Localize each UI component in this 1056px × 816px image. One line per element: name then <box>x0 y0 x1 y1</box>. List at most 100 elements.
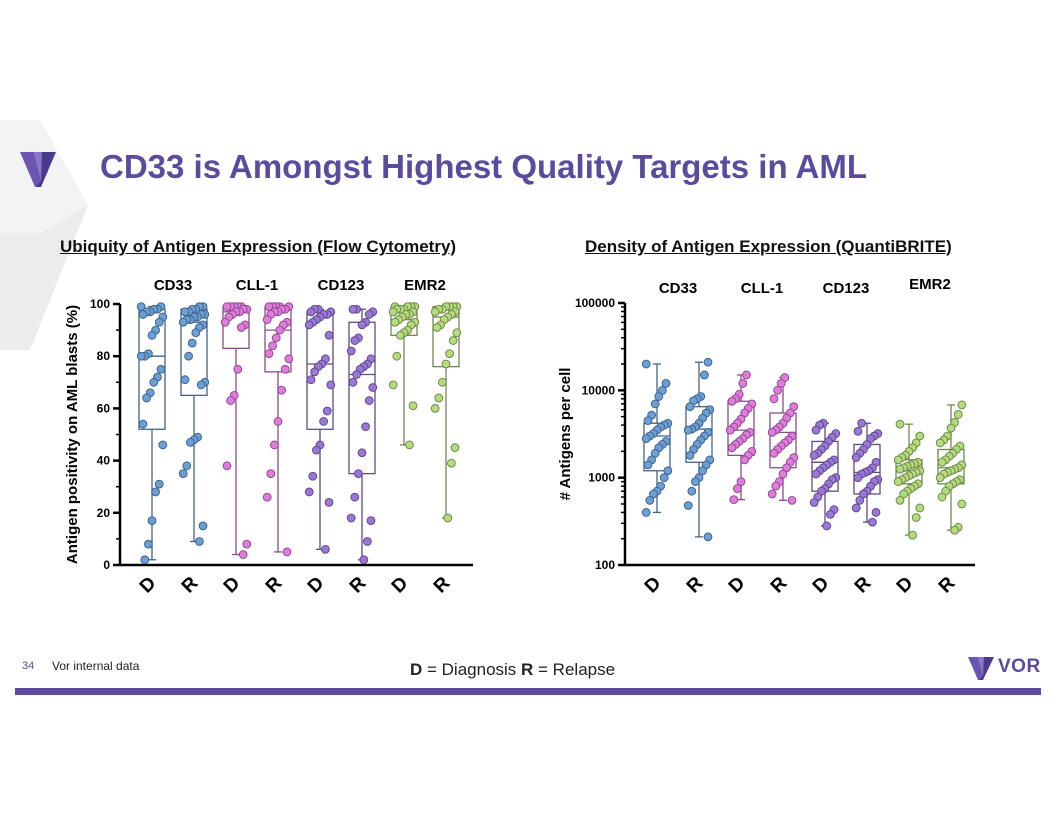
data-point <box>280 364 290 374</box>
data-point <box>447 458 456 468</box>
data-point <box>685 450 695 460</box>
x-tick-label: R <box>935 573 960 598</box>
data-point <box>140 555 150 565</box>
data-point <box>826 509 835 519</box>
data-point <box>222 461 232 471</box>
data-point <box>184 351 194 361</box>
x-tick-label: D <box>725 573 750 598</box>
data-point <box>727 396 737 406</box>
data-point <box>857 418 867 428</box>
data-point <box>448 336 458 345</box>
x-tick-label: D <box>304 573 329 598</box>
group-label: CD123 <box>823 280 870 297</box>
data-point <box>736 477 746 487</box>
data-point <box>641 434 651 444</box>
data-point <box>144 539 153 549</box>
data-point <box>663 466 673 476</box>
data-point <box>946 423 956 433</box>
data-point <box>138 419 148 429</box>
data-point <box>654 392 664 401</box>
data-point <box>683 425 693 435</box>
data-point <box>445 349 455 358</box>
group-label: CLL-1 <box>741 280 784 297</box>
data-point <box>392 351 402 361</box>
x-tick-label: D <box>641 573 666 598</box>
data-point <box>222 302 232 312</box>
data-point <box>937 492 947 502</box>
data-point <box>683 501 693 510</box>
group-label: CD33 <box>659 280 697 297</box>
data-point <box>742 370 751 380</box>
data-point <box>809 498 819 507</box>
data-point <box>304 320 314 330</box>
data-point <box>645 495 655 505</box>
data-point <box>354 469 363 479</box>
data-point <box>441 359 451 369</box>
data-point <box>324 497 334 507</box>
data-point <box>787 495 797 505</box>
data-point <box>237 323 246 332</box>
data-point <box>357 320 367 330</box>
data-point <box>822 521 832 531</box>
page-number: 34 <box>22 660 35 672</box>
data-point <box>641 359 651 369</box>
x-tick-label: D <box>388 573 413 598</box>
data-point <box>304 487 314 497</box>
legend-d-text: = Diagnosis <box>422 660 522 679</box>
data-point <box>266 469 276 479</box>
legend-d-key: D <box>410 660 423 679</box>
data-point <box>641 508 651 517</box>
data-point <box>396 330 405 340</box>
data-point <box>450 443 460 452</box>
group-label: CD33 <box>154 277 192 294</box>
y-tick-label: 100 <box>90 297 110 311</box>
legend-r-text: = Relapse <box>533 660 616 679</box>
group-label: EMR2 <box>404 277 446 294</box>
data-point <box>700 370 709 380</box>
data-point <box>895 464 905 474</box>
data-point <box>138 310 148 319</box>
x-tick-label: R <box>683 573 708 598</box>
data-point <box>725 425 735 435</box>
data-point <box>643 416 653 426</box>
data-point <box>268 341 278 351</box>
data-point <box>308 471 318 481</box>
data-point <box>158 440 168 450</box>
data-point <box>154 479 164 489</box>
data-point <box>452 328 462 338</box>
data-point <box>911 513 921 522</box>
y-tick-label: 100000 <box>575 296 615 310</box>
y-axis-label: # Antigens per cell <box>557 368 574 501</box>
data-point <box>226 396 236 405</box>
data-point <box>191 328 201 338</box>
data-point <box>142 393 151 403</box>
data-point <box>703 532 713 542</box>
left-chart-title: Ubiquity of Antigen Expression (Flow Cyt… <box>60 237 457 256</box>
data-point <box>366 516 376 526</box>
data-point <box>950 525 960 535</box>
data-point <box>438 377 447 387</box>
data-point <box>776 379 786 388</box>
data-point <box>242 539 252 549</box>
data-point <box>178 469 188 479</box>
data-point <box>935 473 945 483</box>
data-point <box>773 385 783 395</box>
y-axis-label: Antigen positivity on AML blasts (%) <box>64 305 81 564</box>
data-point <box>147 516 157 526</box>
data-point <box>312 445 321 455</box>
y-tick-label: 10000 <box>582 383 616 397</box>
data-point <box>147 330 157 340</box>
quantibrite-chart: 100 1000 10000 100000 # Antigens per cell CD3… <box>557 276 975 598</box>
data-point <box>957 400 967 410</box>
x-tick-label: D <box>809 573 834 598</box>
data-point <box>434 393 444 403</box>
data-point <box>408 401 418 411</box>
data-point <box>443 513 453 523</box>
data-point <box>659 473 669 483</box>
data-point <box>364 310 374 319</box>
footer-bar <box>15 688 1041 695</box>
data-point <box>430 307 440 317</box>
abbreviation-legend: D = Diagnosis R = Relapse <box>410 660 615 680</box>
x-tick-label: D <box>136 573 161 598</box>
